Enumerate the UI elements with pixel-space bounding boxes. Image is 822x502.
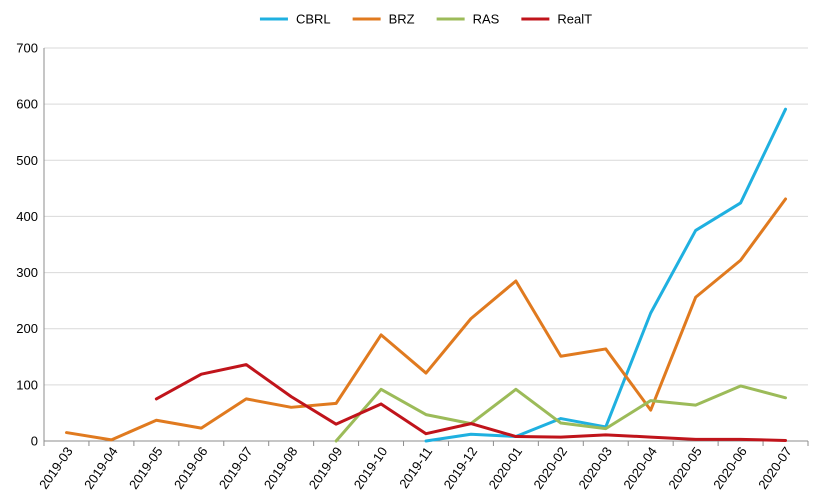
x-tick-label: 2019-03 <box>36 444 76 492</box>
legend: CBRL BRZ RAS RealT <box>259 12 592 27</box>
x-tick-label: 2019-04 <box>81 444 121 492</box>
x-axis: 2019-03 2019-04 2019-05 2019-06 2019-07 2019-… <box>36 440 809 492</box>
y-tick-label: 200 <box>16 321 38 336</box>
x-tick-label: 2020-06 <box>710 444 750 492</box>
grid-lines <box>44 47 808 386</box>
y-tick-label: 500 <box>16 153 38 168</box>
x-tick-label: 2020-01 <box>485 444 525 492</box>
y-tick-label: 100 <box>16 377 38 392</box>
series-line-ras <box>334 384 788 443</box>
y-tick-label: 600 <box>16 97 38 112</box>
legend-item-brz: BRZ <box>352 12 415 27</box>
x-tick-label: 2019-09 <box>306 444 346 492</box>
series-line-realt <box>154 363 788 442</box>
x-tick-label: 2020-07 <box>755 444 795 492</box>
y-tick-label: 400 <box>16 209 38 224</box>
y-tick-label: 300 <box>16 265 38 280</box>
x-tick-label: 2020-03 <box>575 444 615 492</box>
y-tick-label: 0 <box>31 434 38 449</box>
legend-item-realt: RealT <box>521 12 592 27</box>
x-tick-label: 2020-04 <box>620 444 660 492</box>
x-tick-label: 2020-05 <box>665 444 705 492</box>
x-tick-label: 2020-02 <box>530 444 570 492</box>
legend-label: RealT <box>557 12 592 27</box>
legend-label: BRZ <box>389 12 415 27</box>
legend-item-cbrl: CBRL <box>259 12 331 27</box>
x-tick-label: 2019-06 <box>171 444 211 492</box>
series-line-brz <box>64 197 788 442</box>
series-lines <box>64 107 788 443</box>
legend-label: RAS <box>473 12 500 27</box>
x-tick-label: 2019-05 <box>126 444 166 492</box>
x-tick-label: 2019-10 <box>351 444 391 492</box>
x-tick-label: 2019-12 <box>441 444 481 492</box>
legend-label: CBRL <box>296 12 331 27</box>
y-tick-label: 700 <box>16 41 38 56</box>
x-tick-label: 2019-08 <box>261 444 301 492</box>
legend-item-ras: RAS <box>436 12 500 27</box>
x-tick-label: 2019-11 <box>396 444 435 491</box>
y-axis: 0 100 200 300 400 500 600 700 <box>16 41 45 449</box>
x-tick-label: 2019-07 <box>216 444 256 492</box>
